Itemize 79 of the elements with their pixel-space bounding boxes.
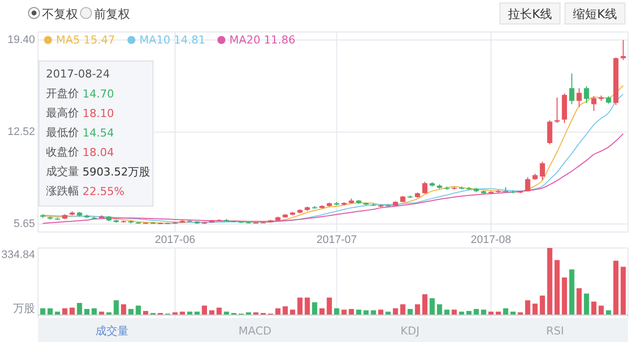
bar [436, 304, 442, 315]
candlestick [584, 86, 590, 104]
candlestick [540, 161, 545, 180]
text: MACD [238, 324, 272, 338]
candlestick [591, 96, 596, 112]
annotation: 成交量 5903.52万股 [46, 165, 150, 178]
bar [282, 306, 288, 315]
annotation: 收盘价 18.04 [46, 146, 114, 158]
bar [481, 310, 486, 315]
candlestick [620, 40, 626, 61]
text: 成交量 [96, 324, 128, 338]
bar [540, 296, 545, 315]
bar [576, 288, 582, 315]
bar [326, 298, 332, 315]
bar [136, 306, 141, 315]
bar [430, 298, 435, 315]
text: RSI [546, 324, 564, 338]
text: 不复权 [42, 7, 78, 21]
candlestick [569, 72, 574, 105]
y-tick-label: 12.52 [7, 126, 35, 138]
bar [187, 312, 192, 315]
bar [378, 310, 384, 315]
y-tick-label: 5.65 [14, 218, 35, 230]
bar [414, 304, 420, 315]
annotation: 最低价 14.54 [46, 126, 114, 139]
bar [76, 302, 82, 315]
annotation: 最高价 18.10 [46, 106, 114, 120]
x-tick-label: 2017-08 [470, 234, 512, 246]
bar [202, 306, 207, 315]
bar [290, 310, 296, 315]
bar [598, 306, 604, 315]
bar [40, 308, 46, 315]
bar [613, 260, 618, 315]
bar [400, 304, 406, 315]
bar [422, 294, 428, 315]
bar [474, 308, 479, 315]
x-tick-label: 2017-07 [316, 234, 357, 246]
bar [584, 294, 590, 315]
candlestick [422, 181, 428, 194]
bar [562, 277, 568, 315]
annotation: 涨跌幅 22.55% [46, 184, 124, 198]
bar [114, 300, 119, 315]
bar [312, 302, 318, 315]
bar [554, 260, 560, 315]
bar [532, 304, 538, 315]
bar [70, 308, 75, 315]
text: 拉长K线 [508, 7, 552, 21]
candlestick [576, 88, 582, 108]
x-tick-label: 2017-06 [154, 234, 196, 246]
legend-label: MA20 11.86 [229, 34, 296, 46]
bar [496, 312, 501, 315]
bar [62, 308, 68, 315]
bar [452, 310, 457, 315]
annotation: 开盘价 14.70 [46, 87, 114, 100]
y-axis-title: 万股 [13, 303, 35, 315]
annotation: 2017-08-24 [46, 68, 110, 80]
bar [547, 248, 552, 315]
bar [569, 269, 574, 315]
y-tick-label: 19.40 [7, 34, 35, 46]
legend-label: MA5 15.47 [56, 34, 116, 46]
bar [620, 266, 626, 315]
text: 缩短K线 [573, 7, 617, 21]
legend-label: MA10 14.81 [139, 34, 206, 46]
bar [591, 302, 596, 315]
bar [341, 310, 347, 315]
bar [216, 308, 222, 315]
bar [444, 310, 450, 315]
text: KDJ [400, 324, 420, 338]
bar [209, 310, 214, 315]
text: 334.84 [1, 249, 35, 261]
bar [525, 300, 530, 315]
bar [304, 298, 310, 315]
bar [92, 308, 97, 315]
candlestick [525, 176, 530, 192]
bar [356, 310, 362, 315]
candlestick [547, 120, 552, 145]
bar [121, 304, 126, 315]
bar [297, 298, 303, 315]
text: 前复权 [94, 7, 130, 21]
